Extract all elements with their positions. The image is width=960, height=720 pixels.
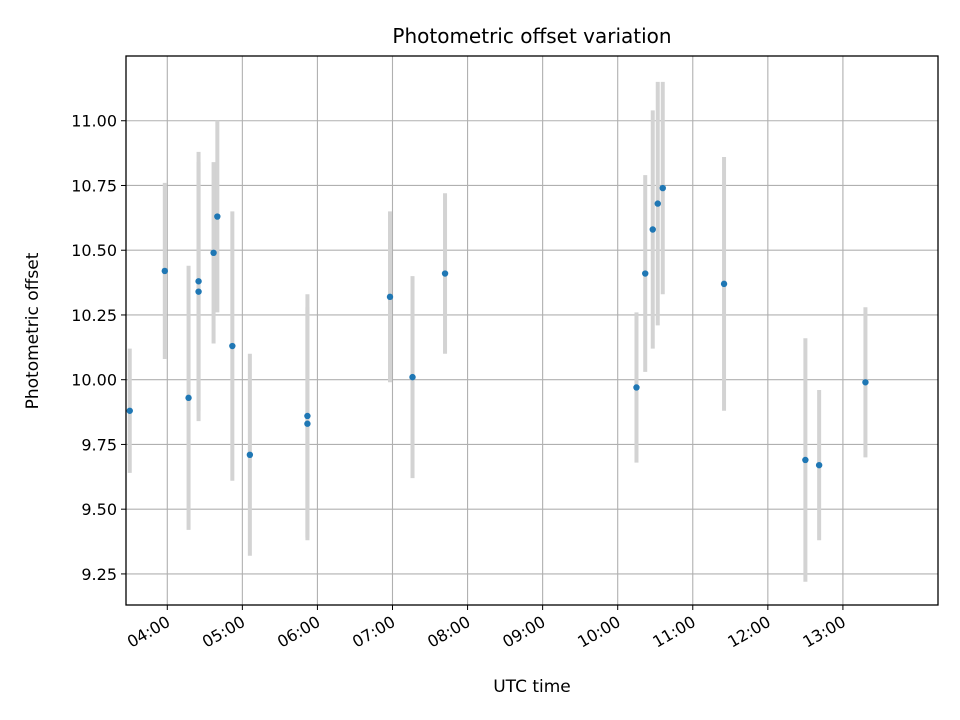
data-point — [185, 394, 192, 402]
data-points — [126, 184, 869, 469]
y-tick-label: 9.25 — [81, 565, 117, 584]
data-point — [649, 226, 656, 233]
data-point — [441, 270, 449, 277]
data-point — [304, 412, 311, 420]
plot-frame — [125, 55, 939, 606]
data-point — [720, 280, 728, 288]
data-point — [229, 342, 236, 350]
x-tick-label: 08:00 — [424, 612, 473, 652]
y-tick-label: 10.75 — [71, 176, 117, 195]
data-point — [386, 293, 394, 301]
y-tick-label: 11.00 — [71, 112, 117, 131]
x-axis-ticks: 04:00 05:00 06:00 07:00 08:00 09:00 10:00 11:00… — [124, 605, 849, 652]
data-point — [659, 184, 666, 192]
x-tick-label: 04:00 — [124, 612, 173, 652]
data-point — [246, 451, 254, 459]
x-tick-label: 10:00 — [574, 612, 623, 652]
x-tick-label: 07:00 — [349, 612, 398, 652]
y-tick-label: 9.50 — [81, 500, 117, 519]
y-tick-label: 9.75 — [81, 435, 117, 454]
data-point — [642, 270, 649, 277]
data-point — [126, 407, 133, 414]
x-axis-label: UTC time — [493, 677, 571, 697]
x-tick-label: 06:00 — [274, 612, 323, 652]
y-axis-ticks: 9.25 9.50 9.75 10.00 10.25 10.50 10.75 11.00 — [71, 112, 126, 584]
data-point — [210, 249, 217, 257]
data-point — [633, 384, 640, 391]
data-point — [304, 420, 311, 427]
y-tick-label: 10.25 — [71, 306, 117, 325]
data-point — [409, 373, 416, 381]
x-tick-label: 11:00 — [649, 612, 698, 652]
y-axis-label: Photometric offset — [23, 252, 43, 409]
data-point — [195, 278, 202, 285]
data-point — [214, 213, 221, 220]
x-tick-label: 12:00 — [724, 612, 773, 652]
data-point — [862, 379, 869, 386]
data-point — [195, 288, 202, 295]
data-point — [654, 200, 661, 207]
x-tick-label: 05:00 — [199, 612, 248, 652]
y-tick-label: 10.00 — [71, 371, 117, 390]
grid-lines — [126, 56, 938, 605]
x-tick-label: 13:00 — [799, 612, 848, 652]
data-point — [815, 461, 823, 469]
y-tick-label: 10.50 — [71, 241, 117, 260]
error-bars — [127, 81, 868, 582]
chart-title: Photometric offset variation — [392, 24, 671, 48]
data-point — [802, 456, 809, 464]
data-point — [161, 267, 168, 275]
x-tick-label: 09:00 — [499, 612, 548, 652]
